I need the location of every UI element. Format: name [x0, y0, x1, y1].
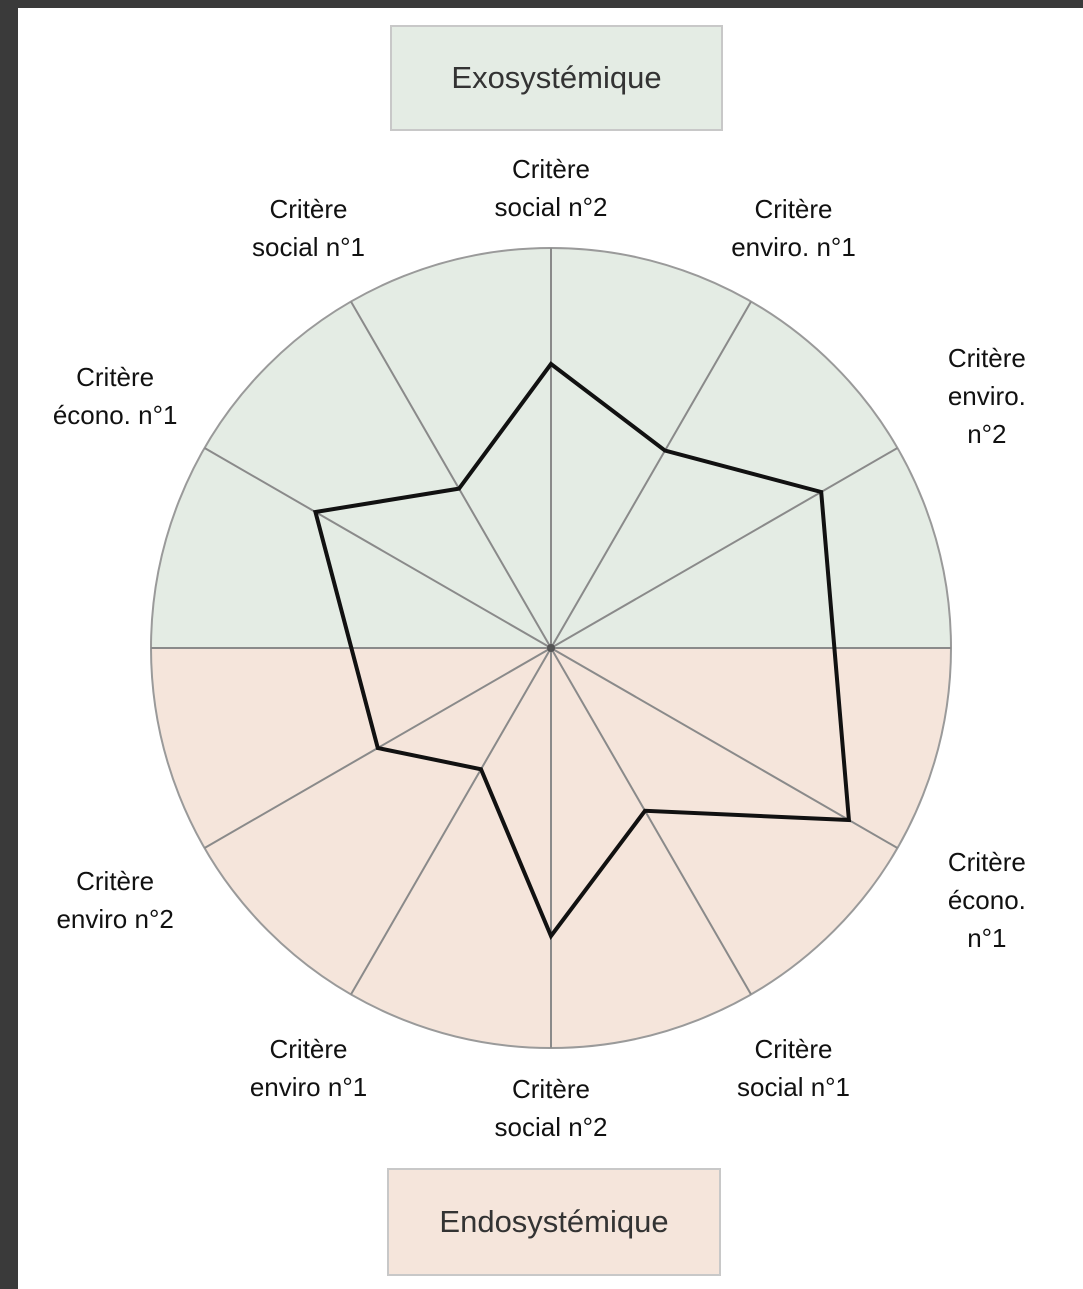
top-label: Exosystémique [390, 25, 723, 131]
axis-label: Critère enviro n°1 [249, 1034, 368, 1103]
radar-line [312, 361, 852, 940]
axis-label: Critère social n°1 [251, 193, 366, 262]
axis-label: Critère enviro n°2 [56, 865, 174, 934]
axis-label: Critère enviro. n°2 [947, 343, 1026, 450]
spoke [350, 301, 552, 649]
bottom-label: Endosystémique [387, 1168, 721, 1276]
spoke [204, 447, 552, 649]
axis-label: Critère enviro. n°1 [731, 193, 856, 262]
spoke [550, 647, 898, 849]
axis-label: Critère social n°1 [736, 1034, 851, 1103]
axis-label: Critère écono. n°1 [947, 846, 1026, 953]
center-dot [547, 644, 555, 652]
axis-label: Critère écono. n°1 [52, 362, 178, 431]
spoke [550, 301, 752, 649]
axis-label: Critère social n°2 [494, 154, 608, 222]
axis-label: Critère social n°2 [494, 1074, 608, 1142]
spoke [550, 447, 898, 649]
spoke [350, 647, 552, 995]
spoke [550, 647, 752, 995]
